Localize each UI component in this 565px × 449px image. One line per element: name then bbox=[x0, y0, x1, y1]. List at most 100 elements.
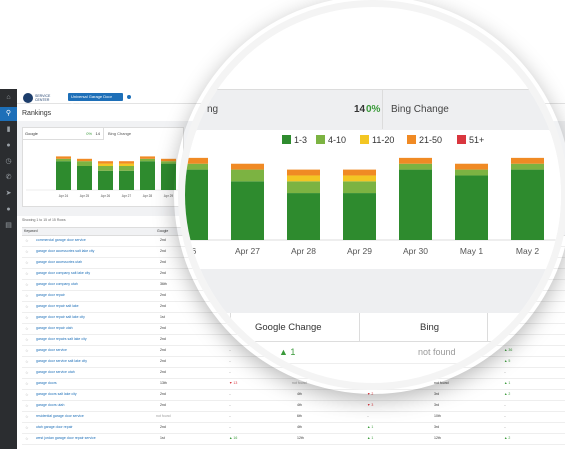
keyword-link[interactable]: residential garage door service bbox=[36, 414, 84, 418]
th-google[interactable]: Google bbox=[157, 229, 169, 233]
magnified-bing-tab[interactable]: Bing Change bbox=[391, 104, 449, 115]
keyword-link[interactable]: garage door service utah bbox=[36, 370, 75, 374]
bar-segment-4-10 bbox=[455, 169, 488, 176]
star-icon[interactable]: ☆ bbox=[25, 370, 29, 375]
keyword-link[interactable]: garage door service salt lake city bbox=[36, 359, 87, 363]
legend-item[interactable]: 21-50 bbox=[407, 135, 442, 145]
magnified-table-header bbox=[185, 313, 561, 342]
x-tick-label: May 2 bbox=[516, 246, 539, 256]
bar-segment-1-3 bbox=[287, 193, 320, 240]
th-bing[interactable]: Bing bbox=[420, 322, 440, 333]
bing-rank: 12th bbox=[297, 436, 304, 440]
keyword-link[interactable]: garage door repairs salt lake city bbox=[36, 337, 87, 341]
column-divider bbox=[487, 313, 488, 341]
company-select[interactable]: Universal Garage Door Services ▾ bbox=[68, 93, 123, 107]
keyword-link[interactable]: garage door company utah bbox=[36, 282, 78, 286]
keyword-link[interactable]: garage doors bbox=[36, 381, 57, 385]
star-icon[interactable]: ☆ bbox=[25, 425, 29, 430]
google-rank: 2nd bbox=[160, 337, 166, 341]
table-row: ☆ west jordan garage door repair service 1… bbox=[22, 433, 565, 445]
phone-icon[interactable]: ✆ bbox=[5, 174, 12, 181]
star-icon[interactable]: ☆ bbox=[25, 326, 29, 331]
table-row: ☆ residential garage door service not foun… bbox=[22, 411, 565, 423]
th-keyword[interactable]: Keyword bbox=[24, 229, 38, 233]
keyword-link[interactable]: garage door repair utah bbox=[36, 326, 73, 330]
keyword-link[interactable]: garage door repair salt lake city bbox=[36, 315, 85, 319]
bing-value: not found bbox=[418, 347, 456, 357]
magnifier-lens: ng 14 0% Bing Change 1-3 4-10 11-20 21-50 51… bbox=[178, 0, 565, 390]
bing-change: ▲ 1 bbox=[367, 425, 374, 429]
star-icon[interactable]: ☆ bbox=[25, 249, 29, 254]
x-tick-label: Apr 26 bbox=[101, 194, 111, 198]
legend-item[interactable]: 11-20 bbox=[360, 135, 394, 145]
star-icon[interactable]: ☆ bbox=[25, 337, 29, 342]
keyword-link[interactable]: garage door repair bbox=[36, 293, 65, 297]
star-icon[interactable]: ☆ bbox=[25, 260, 29, 265]
keyword-link[interactable]: west jordan garage door repair service bbox=[36, 436, 96, 440]
star-icon[interactable]: ☆ bbox=[25, 392, 29, 397]
google-change: – bbox=[229, 370, 231, 374]
star-icon[interactable]: ☆ bbox=[25, 436, 29, 441]
star-icon[interactable]: ☆ bbox=[25, 381, 29, 386]
legend-swatch bbox=[282, 135, 291, 144]
bar-segment-21-50 bbox=[185, 157, 208, 164]
google-rank: 2nd bbox=[160, 359, 166, 363]
keyword-link[interactable]: garage doors salt lake city bbox=[36, 392, 77, 396]
yahoo-rank: 10th bbox=[434, 414, 441, 418]
yahoo-change: – bbox=[504, 370, 506, 374]
star-icon[interactable]: ☆ bbox=[25, 315, 29, 320]
yahoo-change: ▲ 1 bbox=[504, 381, 511, 385]
stacked-ranking-chart: 26 Apr 27 Apr 28 Apr 29 Apr 30 May 1 May 2 bbox=[185, 157, 561, 256]
icon-rail: ⌂ ⚲ ▮ ● ◷ ✆ ➤ ● ▤ bbox=[0, 89, 17, 449]
user-icon[interactable]: ● bbox=[6, 206, 11, 213]
keyword-link[interactable]: garage door accessories salt lake city bbox=[36, 249, 95, 253]
stats-icon[interactable]: ▮ bbox=[6, 126, 11, 133]
star-icon[interactable]: ☆ bbox=[25, 359, 29, 364]
doc-icon[interactable]: ▤ bbox=[5, 222, 12, 229]
star-icon[interactable]: ☆ bbox=[25, 271, 29, 276]
yahoo-rank: 12th bbox=[434, 436, 441, 440]
tab-bing[interactable]: Bing Change bbox=[108, 131, 132, 136]
star-icon[interactable]: ☆ bbox=[25, 238, 29, 243]
keyword-link[interactable]: garage doors utah bbox=[36, 403, 65, 407]
bar-segment-21-50 bbox=[287, 169, 320, 176]
keyword-link[interactable]: garage door repair salt lake bbox=[36, 304, 79, 308]
bar-segment-21-50 bbox=[161, 158, 176, 162]
home-icon[interactable]: ⌂ bbox=[6, 94, 11, 101]
keyword-link[interactable]: commercial garage door service bbox=[36, 238, 86, 242]
keyword-link[interactable]: garage door accessories utah bbox=[36, 260, 83, 264]
google-rank: 2nd bbox=[160, 249, 166, 253]
bar-segment-1-3 bbox=[231, 181, 264, 240]
keyword-link[interactable]: garage door company salt lake city bbox=[36, 271, 91, 275]
star-icon[interactable]: ☆ bbox=[25, 414, 29, 419]
star-icon[interactable]: ☆ bbox=[25, 403, 29, 408]
star-icon[interactable]: ☆ bbox=[25, 282, 29, 287]
tab-google[interactable]: Google 14 0% bbox=[22, 127, 104, 140]
legend-item[interactable]: 4-10 bbox=[316, 135, 346, 145]
settings-icon[interactable] bbox=[127, 95, 131, 99]
bar-segment-4-10 bbox=[399, 163, 432, 170]
google-rank: 2nd bbox=[160, 326, 166, 330]
bar-segment-21-50 bbox=[119, 161, 134, 164]
bar-segment-4-10 bbox=[161, 161, 176, 164]
bar-segment-21-50 bbox=[77, 158, 92, 162]
th-google-change[interactable]: Google Change bbox=[255, 322, 322, 333]
yahoo-change: ▲ 2 bbox=[504, 392, 511, 396]
chat-icon[interactable]: ● bbox=[6, 142, 11, 149]
star-icon[interactable]: ☆ bbox=[25, 304, 29, 309]
google-change: – bbox=[229, 359, 231, 363]
table-row: ☆ garage doors utah 2nd – 4th ▼ 3 3rd – bbox=[22, 400, 565, 412]
yahoo-rank: not found bbox=[434, 381, 449, 385]
keyword-link[interactable]: utah garage door repair bbox=[36, 425, 73, 429]
star-icon[interactable]: ☆ bbox=[25, 348, 29, 353]
search-icon[interactable]: ⚲ bbox=[0, 107, 17, 121]
magnified-google-tab-label[interactable]: ng bbox=[207, 104, 219, 115]
star-icon[interactable]: ☆ bbox=[25, 293, 29, 298]
send-icon[interactable]: ➤ bbox=[5, 190, 12, 197]
google-change: – bbox=[229, 403, 231, 407]
column-divider bbox=[230, 313, 231, 341]
legend-item[interactable]: 51+ bbox=[457, 135, 484, 145]
legend-item[interactable]: 1-3 bbox=[282, 135, 307, 145]
keyword-link[interactable]: garage door service bbox=[36, 348, 67, 352]
clock-icon[interactable]: ◷ bbox=[5, 158, 12, 165]
